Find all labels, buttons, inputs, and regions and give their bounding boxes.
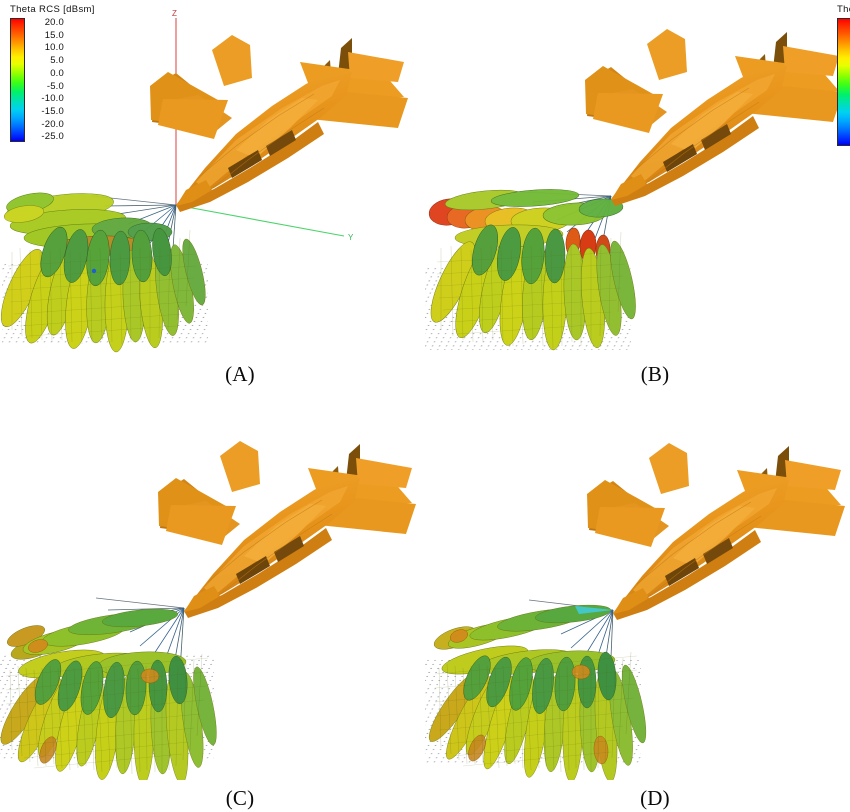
tick: -10.0 — [41, 93, 64, 105]
axis-z-label-a: Z — [172, 9, 177, 18]
aircraft-model-c — [158, 441, 416, 618]
rcs-lobes-a — [0, 192, 206, 353]
scene-c — [0, 420, 425, 780]
scene-a: Z Y — [0, 0, 425, 355]
tick: 15.0 — [44, 29, 64, 41]
render-c — [0, 441, 416, 780]
tick: -15.0 — [41, 106, 64, 118]
render-d — [425, 443, 845, 780]
panel-c: Theta RCS [dBsm] 15.0 10.0 5.0 0.0 -5.0 … — [0, 420, 425, 780]
tick: -5.0 — [46, 80, 64, 92]
cyan-streak-d — [575, 606, 613, 614]
panel-caption-a: (A) — [225, 362, 255, 386]
render-b — [425, 29, 843, 351]
tick: -20.0 — [41, 118, 64, 130]
rcs-lobes-c — [0, 597, 217, 780]
rcs-lobes-b — [428, 189, 636, 351]
legend-b: Theta RCS [dBsm] 15.0 10.0 5.0 0.0 -5.0 … — [837, 4, 850, 146]
aircraft-model-b — [585, 29, 843, 206]
render-a: Z Y — [0, 9, 408, 353]
axis-y-label-a: Y — [348, 233, 354, 242]
scene-d — [425, 420, 850, 780]
aircraft-model-d — [587, 443, 845, 620]
legend-a: Theta RCS [dBsm] 20.0 15.0 10.0 5.0 0.0 … — [10, 4, 95, 142]
tick: -25.0 — [41, 131, 64, 143]
rcs-lobes-d — [428, 599, 647, 780]
panel-caption-b: (B) — [640, 362, 670, 386]
panel-caption-d: (D) — [640, 786, 670, 810]
panel-d: Theta RCS [dBsm] 15.0 10.0 5.0 0.0 -5.0 … — [425, 420, 850, 780]
tick: 20.0 — [44, 17, 64, 28]
colorbar-a — [10, 18, 25, 142]
colorbar-b — [837, 18, 850, 146]
colorbar-ticks-a: 20.0 15.0 10.0 5.0 0.0 -5.0 -10.0 -15.0 … — [25, 18, 64, 142]
origin-marker-a — [91, 268, 97, 274]
tick: 5.0 — [50, 55, 64, 67]
aircraft-model-a — [150, 35, 408, 212]
tick: 0.0 — [50, 67, 64, 79]
legend-title-b: Theta RCS [dBsm] — [837, 4, 850, 15]
tick: 10.0 — [44, 42, 64, 54]
panel-a: Z Y — [0, 0, 425, 355]
panel-caption-c: (C) — [225, 786, 255, 810]
axis-y-a: Y — [175, 204, 354, 242]
legend-title-a: Theta RCS [dBsm] — [10, 4, 95, 15]
panel-b: Theta RCS [dBsm] 15.0 10.0 5.0 0.0 -5.0 … — [425, 0, 850, 355]
scene-b — [425, 0, 850, 355]
